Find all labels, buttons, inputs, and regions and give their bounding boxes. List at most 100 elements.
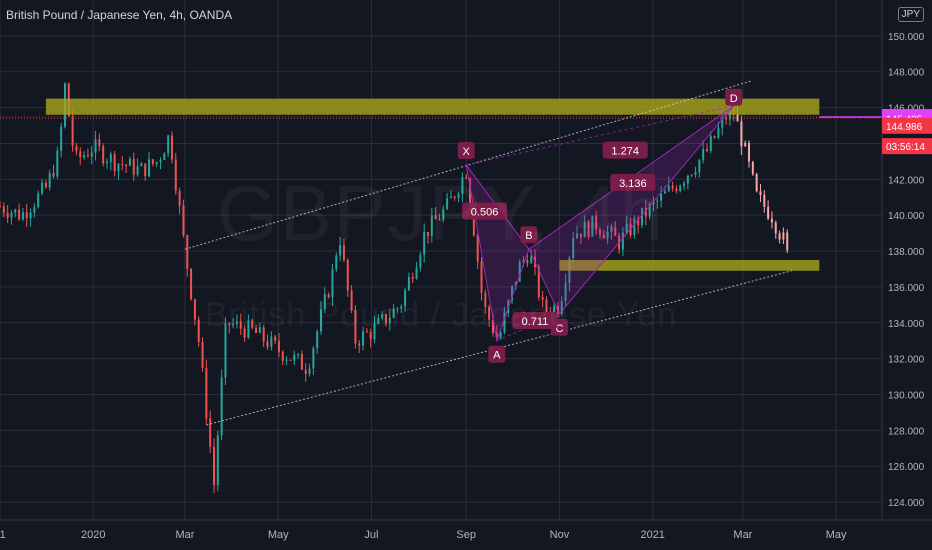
candle — [579, 233, 582, 238]
candle — [495, 332, 498, 338]
candle — [285, 359, 288, 361]
candle — [277, 340, 280, 352]
price-label-box — [882, 138, 932, 155]
candle — [144, 163, 147, 177]
svg-text:D: D — [730, 93, 738, 105]
candle — [342, 245, 345, 260]
svg-text:B: B — [525, 230, 532, 242]
candle — [25, 212, 28, 219]
candle — [778, 233, 781, 240]
time-tick-label: Nov — [550, 529, 570, 541]
candle — [239, 321, 242, 329]
pattern-point-d: D — [725, 88, 743, 106]
candle — [572, 238, 575, 258]
pattern-ratio-label: 1.274 — [602, 141, 648, 159]
candle — [491, 319, 494, 333]
svg-text:3.136: 3.136 — [619, 178, 647, 190]
price-label-box — [882, 117, 932, 134]
candle — [113, 154, 116, 172]
svg-text:1.274: 1.274 — [611, 146, 639, 158]
candle — [224, 323, 227, 378]
candle — [83, 155, 86, 158]
candle — [270, 336, 273, 348]
candle — [186, 235, 189, 269]
candle — [430, 215, 433, 237]
svg-text:X: X — [463, 146, 471, 158]
candle — [587, 221, 590, 237]
candle — [514, 281, 517, 286]
price-tick-label: 130.000 — [888, 390, 925, 401]
price-tick-label: 134.000 — [888, 319, 925, 330]
candle — [117, 163, 120, 172]
candle — [469, 178, 472, 206]
candle — [304, 369, 307, 374]
candle — [434, 215, 437, 220]
candle — [163, 153, 166, 160]
candle — [10, 212, 13, 218]
candle — [537, 266, 540, 298]
candle — [641, 207, 644, 226]
candle — [545, 299, 548, 315]
candle — [297, 354, 300, 356]
candle — [48, 172, 51, 188]
candle — [327, 294, 330, 298]
candle — [98, 139, 101, 147]
candle — [6, 212, 9, 218]
svg-text:0.506: 0.506 — [471, 207, 499, 219]
candle — [740, 121, 743, 147]
candle — [663, 191, 666, 194]
price-tick-label: 138.000 — [888, 247, 925, 258]
candle — [159, 159, 162, 163]
candle — [438, 219, 441, 221]
currency-badge[interactable]: JPY — [897, 7, 924, 22]
candle — [106, 161, 109, 164]
candle — [499, 332, 502, 338]
candle — [178, 190, 181, 206]
candle — [86, 155, 89, 157]
candle — [457, 194, 460, 198]
candle — [564, 282, 567, 301]
candle — [770, 218, 773, 223]
candle — [694, 172, 697, 175]
svg-text:0.711: 0.711 — [522, 316, 549, 328]
price-tick-label: 148.000 — [888, 68, 925, 79]
candle — [102, 146, 105, 164]
price-tick-label: 140.000 — [888, 211, 925, 222]
candle — [407, 276, 410, 291]
candle — [404, 290, 407, 307]
candle — [656, 200, 659, 202]
trendline — [184, 80, 753, 250]
price-tick-label: 150.000 — [888, 32, 925, 43]
candle — [472, 205, 475, 236]
candle — [755, 174, 758, 192]
pattern-ratio-label: 3.136 — [610, 173, 656, 191]
candle — [553, 306, 556, 317]
price-tick-label: 128.000 — [888, 426, 925, 437]
candle — [128, 158, 131, 166]
candle — [300, 354, 303, 370]
candle — [484, 292, 487, 307]
candle — [683, 183, 686, 186]
candle — [465, 177, 468, 179]
price-tick-label: 132.000 — [888, 355, 925, 366]
candle — [637, 218, 640, 226]
pattern-point-b: B — [520, 226, 538, 244]
candle — [190, 268, 193, 300]
time-tick-label: Mar — [175, 529, 194, 541]
candle — [52, 172, 55, 177]
candle — [763, 194, 766, 207]
candle — [400, 306, 403, 309]
candle — [197, 319, 200, 342]
candle — [312, 348, 315, 369]
candle — [373, 323, 376, 340]
candle — [151, 159, 154, 164]
candle — [717, 127, 720, 138]
candle — [362, 331, 365, 346]
candle — [125, 164, 128, 166]
candle — [511, 285, 514, 301]
candle — [213, 446, 216, 485]
time-tick-label: Mar — [733, 529, 752, 541]
candle — [255, 327, 258, 333]
candle — [503, 313, 506, 333]
